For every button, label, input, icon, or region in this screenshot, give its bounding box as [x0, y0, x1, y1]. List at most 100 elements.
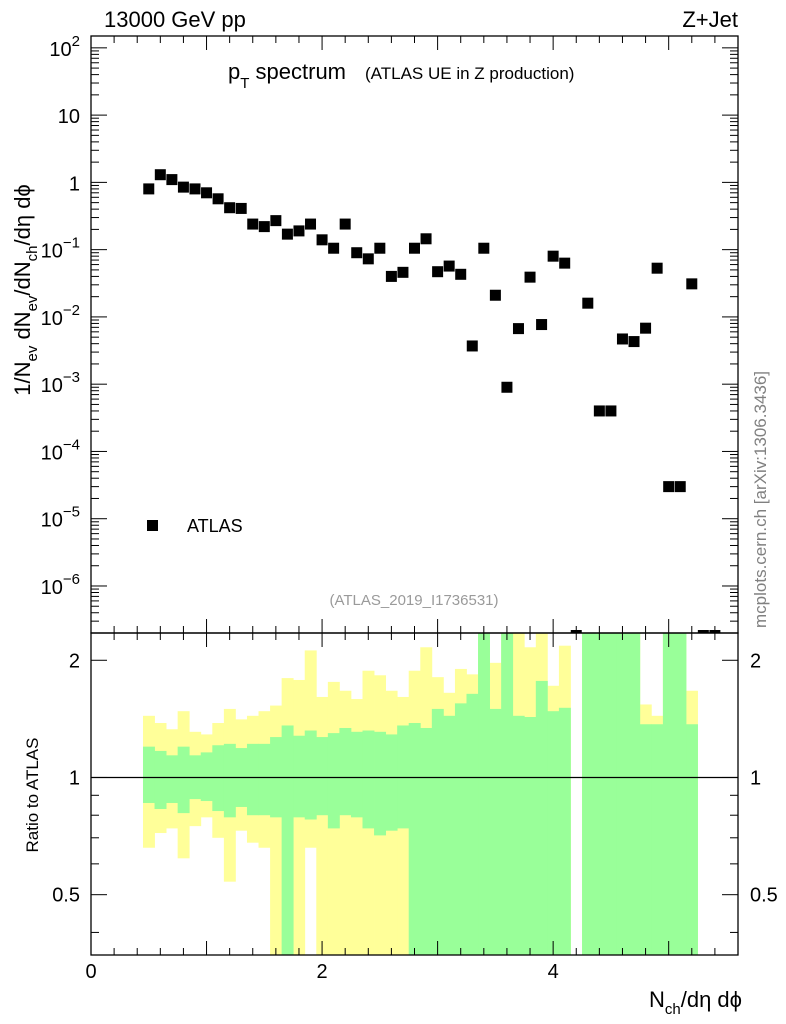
data-point: [524, 271, 536, 283]
band-bin: [339, 727, 352, 816]
data-point: [270, 215, 282, 227]
band-bin: [431, 708, 444, 955]
data-point: [177, 181, 189, 193]
band-bin: [535, 680, 548, 955]
data-point: [212, 193, 224, 205]
data-point: [432, 266, 444, 278]
main-y-tick-label: 10−6: [41, 571, 80, 599]
band-bin: [316, 696, 329, 955]
data-point: [536, 319, 548, 331]
band-bin: [270, 705, 283, 955]
data-point: [339, 218, 351, 230]
band-bin: [304, 730, 317, 820]
main-y-tick-label: 102: [49, 33, 80, 61]
main-y-axis-label: 1/Nev dNev/dNch/dη dϕ: [10, 184, 41, 396]
main-y-tick-label: 10: [58, 106, 80, 128]
title-sub: T: [240, 75, 249, 92]
ratio-y-axis-label: Ratio to ATLAS: [23, 738, 42, 853]
band-bin: [466, 693, 479, 955]
band-bin: [478, 633, 490, 955]
main-y-tick-label: 10−4: [41, 436, 80, 464]
data-point: [409, 242, 420, 254]
ylabel-p5: ch: [24, 245, 41, 261]
data-point: [582, 297, 594, 309]
band-bin: [443, 715, 456, 955]
band-bin: [662, 633, 675, 955]
band-bin: [501, 633, 514, 955]
data-point: [385, 270, 397, 282]
band-bin: [489, 708, 502, 955]
data-point: [166, 174, 178, 186]
main-data-points: [143, 169, 721, 633]
main-y-tick-label: 10−2: [41, 302, 80, 330]
data-point: [281, 228, 293, 240]
data-point: [293, 225, 305, 237]
side-label: mcplots.cern.ch [arXiv:1306.3436]: [751, 371, 770, 628]
data-point: [362, 253, 374, 265]
ratio-y-tick-label-right: 0.5: [750, 885, 778, 907]
band-bin: [293, 679, 306, 955]
ratio-y-tick-label-right: 2: [750, 650, 761, 672]
band-bin: [293, 735, 306, 818]
data-point: [143, 183, 155, 195]
main-y-tick-label: 10−1: [41, 235, 80, 263]
band-bin: [177, 746, 190, 814]
band-bin: [246, 743, 259, 816]
data-point: [686, 278, 698, 290]
x-tick-label: 0: [85, 961, 96, 983]
ylabel-p0: 1/N: [10, 362, 35, 396]
energy-label: 13000 GeV pp: [104, 7, 246, 32]
band-bin: [200, 752, 213, 802]
ylabel-p1: ev: [24, 345, 41, 361]
ratio-bands: [91, 633, 738, 955]
xlabel-p2: /dη dϕ: [681, 987, 742, 1012]
data-point: [397, 266, 409, 278]
band-bin: [316, 737, 329, 816]
title-rest: spectrum: [249, 59, 346, 84]
band-bin: [258, 743, 271, 816]
data-point: [235, 202, 247, 214]
data-point: [651, 262, 663, 274]
band-bin: [547, 711, 560, 955]
data-point: [455, 268, 467, 280]
data-point: [501, 381, 513, 393]
band-bin: [281, 725, 294, 955]
band-bin: [582, 633, 594, 955]
band-bin: [593, 633, 606, 955]
band-bin: [350, 699, 363, 955]
main-y-tick-label: 1: [69, 173, 80, 195]
band-bin: [454, 703, 467, 955]
band-bin: [362, 730, 375, 829]
data-point: [328, 242, 340, 254]
data-point: [547, 250, 559, 262]
data-point: [224, 202, 236, 214]
plot-title: pT spectrum: [228, 59, 346, 92]
band-bin: [327, 733, 340, 829]
main-panel-frame: [90, 35, 739, 634]
x-axis-label: Nch/dη dϕ: [649, 987, 742, 1018]
data-point: [640, 322, 652, 334]
ratio-tick-labels: 0.5 0.5 1 1 2 2 0 2 4: [52, 650, 778, 983]
data-point: [258, 221, 270, 233]
band-bin: [142, 746, 155, 803]
band-bin: [408, 723, 421, 955]
data-point: [616, 333, 628, 345]
title-main: p: [228, 59, 240, 84]
plot-subtitle: (ATLAS UE in Z production): [365, 64, 574, 83]
band-bin: [374, 731, 387, 836]
main-y-tick-label: 10−3: [41, 369, 80, 397]
ylabel-p3: ev: [24, 295, 41, 311]
ratio-y-tick-label-right: 1: [750, 767, 761, 789]
band-bin: [558, 707, 571, 955]
data-point: [663, 481, 675, 493]
band-bin: [639, 724, 652, 955]
data-point: [351, 247, 363, 259]
data-point: [559, 257, 571, 269]
data-point: [420, 233, 432, 245]
band-bin: [154, 750, 167, 809]
band-bin: [651, 724, 664, 955]
data-point: [593, 405, 605, 417]
data-point: [443, 260, 455, 272]
ylabel-p4: /dN: [10, 261, 35, 295]
